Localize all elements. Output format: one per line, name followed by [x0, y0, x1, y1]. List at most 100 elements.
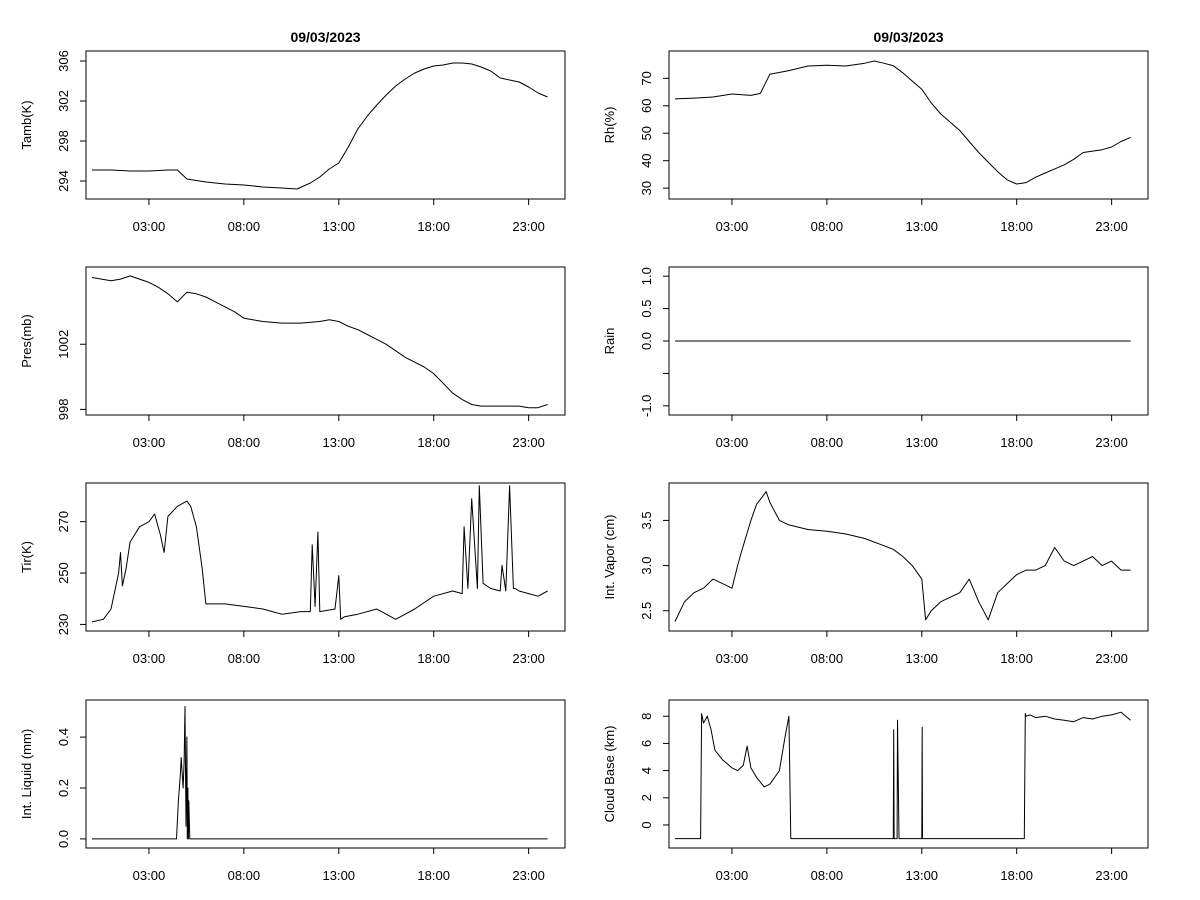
- y-tick-label: 298: [56, 130, 71, 152]
- y-tick-label: 3.0: [639, 557, 654, 575]
- plot-frame: [668, 50, 1149, 200]
- y-axis-label: Tamb(K): [19, 100, 34, 149]
- plot-frame: [668, 699, 1149, 849]
- y-tick-label: 0.4: [56, 728, 71, 746]
- x-tick-label: 03:00: [716, 868, 749, 883]
- y-axis-label: Tir(K): [19, 541, 34, 573]
- y-tick-label: 270: [56, 511, 71, 533]
- y-axis-label: Pres(mb): [19, 314, 34, 367]
- x-tick-label: 23:00: [512, 868, 545, 883]
- y-tick-label: 1.0: [639, 267, 654, 285]
- chart-panel-4: 03:00 08:00 13:00 18:00 23:00 -1.0 0.0 0.5 1.0 Ra…: [602, 266, 1149, 450]
- x-tick-label: 23:00: [1095, 219, 1128, 234]
- x-tick-label: 08:00: [228, 435, 261, 450]
- x-tick-label: 03:00: [133, 651, 166, 666]
- y-axis-label: Int. Liquid (mm): [19, 729, 34, 819]
- y-tick-label: 3.5: [639, 511, 654, 529]
- x-tick-label: 08:00: [228, 868, 261, 883]
- y-tick-label: 0.2: [56, 779, 71, 797]
- plot-frame: [85, 266, 566, 416]
- x-tick-label: 03:00: [133, 219, 166, 234]
- x-tick-label: 08:00: [811, 219, 844, 234]
- x-tick-label: 03:00: [716, 219, 749, 234]
- y-tick-label: 306: [56, 50, 71, 72]
- y-tick-label: 30: [639, 181, 654, 195]
- series-line-tamb: [92, 62, 548, 190]
- x-tick-label: 13:00: [906, 868, 939, 883]
- chart-panel-3: 03:00 08:00 13:00 18:00 23:00 998 1002 Pres(mb): [19, 266, 566, 450]
- y-tick-label: 0.5: [639, 300, 654, 318]
- x-tick-label: 23:00: [1095, 435, 1128, 450]
- y-tick-label: 2: [639, 794, 654, 801]
- x-tick-label: 23:00: [512, 651, 545, 666]
- y-axis-label: Rain: [602, 328, 617, 355]
- series-line-tir: [91, 485, 548, 623]
- x-tick-label: 13:00: [906, 435, 939, 450]
- y-tick-label: 60: [639, 99, 654, 113]
- series-line-cloud-base: [675, 711, 1131, 840]
- y-tick-label: 230: [56, 614, 71, 636]
- y-tick-label: 1002: [56, 330, 71, 359]
- y-tick-label: 2.5: [639, 602, 654, 620]
- y-tick-label: 302: [56, 90, 71, 112]
- x-tick-label: 08:00: [228, 219, 261, 234]
- series-line-int-vapor: [674, 491, 1131, 622]
- y-tick-label: 0.0: [639, 332, 654, 350]
- chart-panel-1: 09/03/2023 03:00 08:00 13:00 18:00 23:00 294 29…: [19, 29, 566, 234]
- x-tick-label: 13:00: [323, 868, 356, 883]
- y-axis-label: Int. Vapor (cm): [602, 514, 617, 599]
- series-line-pres: [91, 275, 548, 409]
- chart-panel-2: 09/03/2023 03:00 08:00 13:00 18:00 23:00 30 40 5…: [602, 29, 1149, 234]
- x-tick-label: 13:00: [323, 219, 356, 234]
- y-tick-label: 6: [639, 740, 654, 747]
- chart-title: 09/03/2023: [290, 29, 360, 45]
- x-tick-label: 03:00: [133, 435, 166, 450]
- x-tick-label: 08:00: [811, 435, 844, 450]
- chart-panel-5: 03:00 08:00 13:00 18:00 23:00 230 250 270 Tir(K): [19, 482, 566, 666]
- x-tick-label: 03:00: [716, 651, 749, 666]
- x-tick-label: 23:00: [1095, 651, 1128, 666]
- plot-frame: [668, 482, 1149, 632]
- x-tick-label: 18:00: [1000, 219, 1033, 234]
- x-tick-label: 08:00: [811, 651, 844, 666]
- y-axis-label: Rh(%): [602, 107, 617, 144]
- x-tick-label: 18:00: [417, 651, 450, 666]
- x-tick-label: 23:00: [512, 219, 545, 234]
- x-tick-label: 08:00: [228, 651, 261, 666]
- chart-panel-8: 03:00 08:00 13:00 18:00 23:00 0 2 4 6 8 Cloud Base…: [602, 699, 1149, 883]
- y-tick-label: 4: [639, 767, 654, 774]
- y-tick-label: 70: [639, 71, 654, 85]
- x-tick-label: 18:00: [417, 435, 450, 450]
- y-tick-label: 40: [639, 153, 654, 167]
- y-tick-label: 250: [56, 562, 71, 584]
- y-axis-label: Cloud Base (km): [602, 726, 617, 823]
- x-tick-label: 13:00: [906, 219, 939, 234]
- x-tick-label: 18:00: [1000, 651, 1033, 666]
- series-line-rh: [674, 60, 1131, 185]
- chart-panel-6: 03:00 08:00 13:00 18:00 23:00 2.5 3.0 3.5 Int. V…: [602, 482, 1149, 666]
- x-tick-label: 18:00: [417, 868, 450, 883]
- x-tick-label: 13:00: [323, 435, 356, 450]
- y-tick-label: 998: [56, 399, 71, 421]
- y-tick-label: 8: [639, 713, 654, 720]
- x-tick-label: 23:00: [1095, 868, 1128, 883]
- chart-panel-7: 03:00 08:00 13:00 18:00 23:00 0.0 0.2 0.4 Int. L…: [19, 699, 566, 883]
- y-tick-label: -1.0: [639, 395, 654, 417]
- x-tick-label: 18:00: [1000, 435, 1033, 450]
- x-tick-label: 13:00: [906, 651, 939, 666]
- chart-title: 09/03/2023: [873, 29, 943, 45]
- plot-frame: [85, 482, 566, 632]
- x-tick-label: 18:00: [1000, 868, 1033, 883]
- x-tick-label: 03:00: [716, 435, 749, 450]
- y-tick-label: 50: [639, 126, 654, 140]
- y-tick-label: 294: [56, 170, 71, 192]
- x-tick-label: 13:00: [323, 651, 356, 666]
- plot-frame: [85, 50, 566, 200]
- plot-frame: [85, 699, 566, 849]
- x-tick-label: 08:00: [811, 868, 844, 883]
- x-tick-label: 23:00: [512, 435, 545, 450]
- x-tick-label: 18:00: [417, 219, 450, 234]
- series-line-int-liquid: [92, 706, 548, 840]
- y-tick-label: 0: [639, 821, 654, 828]
